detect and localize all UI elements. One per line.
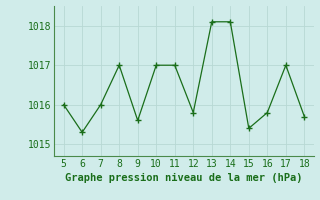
X-axis label: Graphe pression niveau de la mer (hPa): Graphe pression niveau de la mer (hPa) xyxy=(65,173,303,183)
